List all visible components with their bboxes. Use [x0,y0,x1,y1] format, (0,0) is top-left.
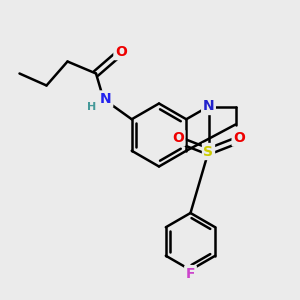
Text: O: O [115,45,127,58]
Text: F: F [186,267,195,280]
Text: N: N [203,100,214,113]
Text: H: H [88,102,97,112]
Text: O: O [172,131,184,145]
Text: N: N [100,92,112,106]
Text: S: S [203,145,214,158]
Text: O: O [233,131,245,145]
